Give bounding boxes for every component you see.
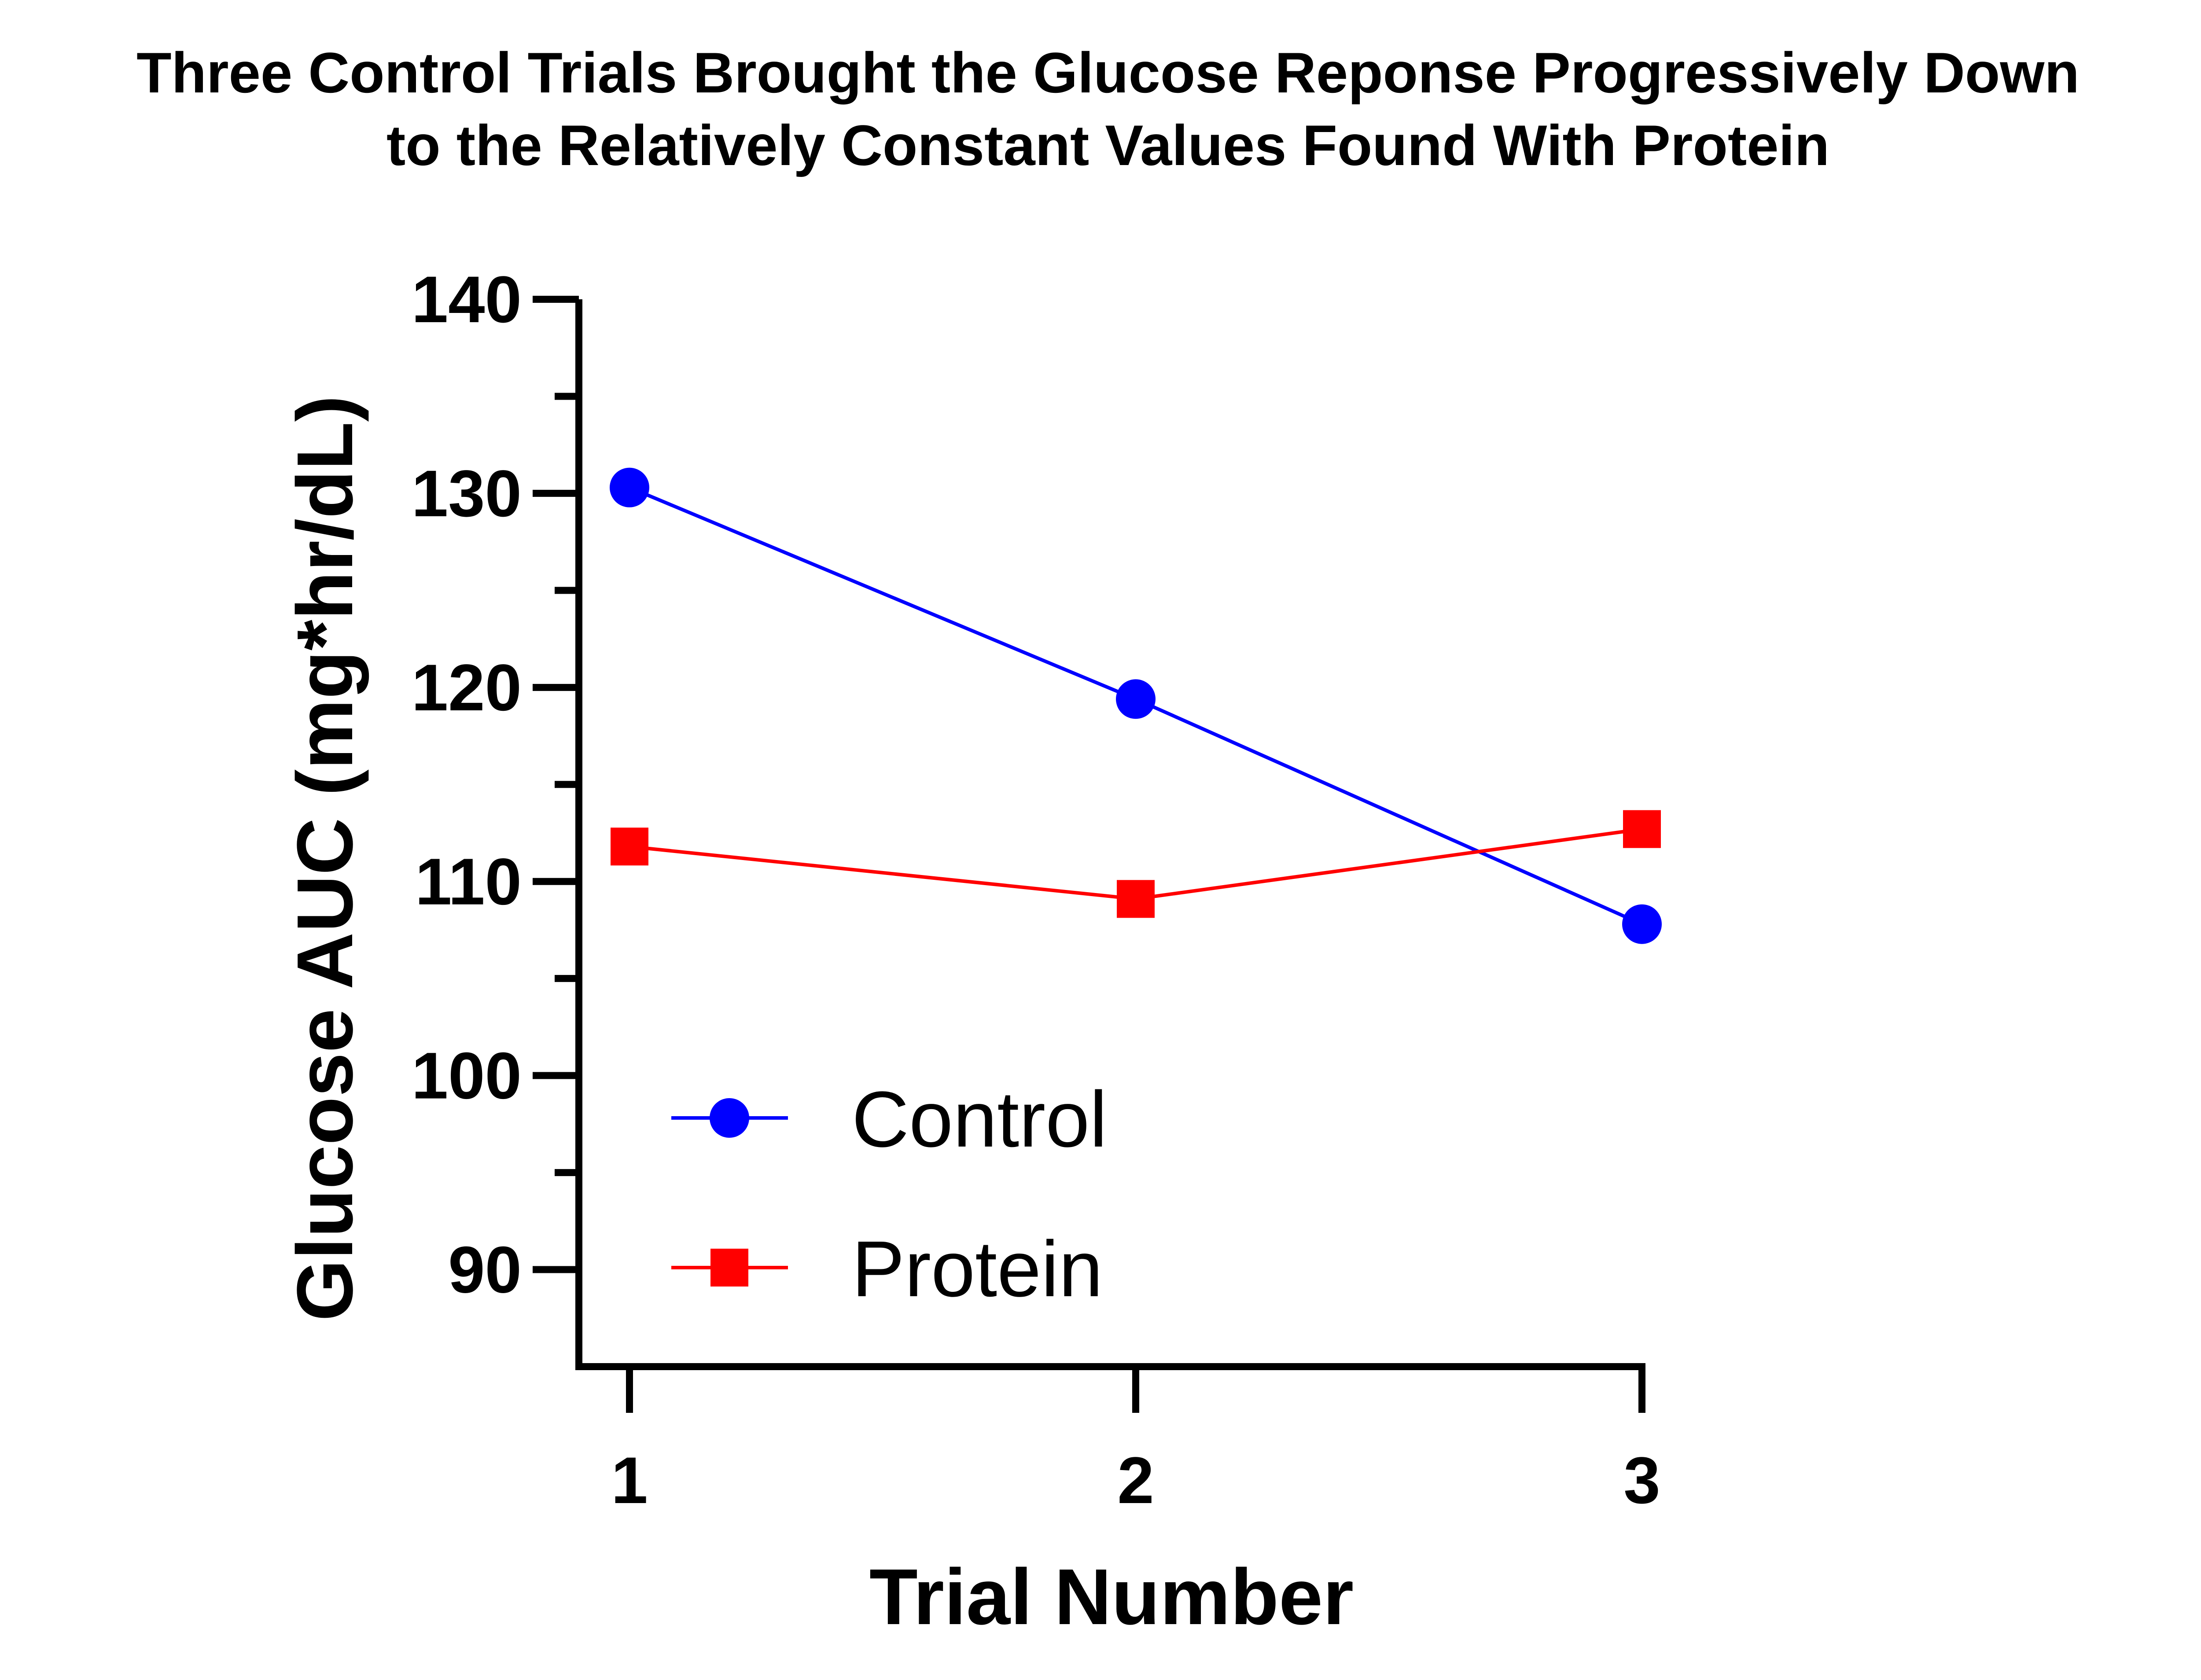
legend-item-protein: Protein bbox=[671, 1225, 1103, 1313]
legend-marker bbox=[710, 1249, 748, 1287]
y-axis-label: Glucose AUC (mg*hr/dL) bbox=[281, 395, 369, 1321]
legend-label: Control bbox=[852, 1075, 1107, 1164]
chart-subtitle: to the Relatively Constant Values Found … bbox=[386, 113, 1829, 177]
y-tick-label: 130 bbox=[412, 456, 522, 530]
x-tick-label: 2 bbox=[1117, 1443, 1154, 1517]
x-tick-label: 3 bbox=[1623, 1443, 1660, 1517]
y-tick-label: 110 bbox=[415, 845, 522, 919]
x-axis-label: Trial Number bbox=[869, 1553, 1354, 1641]
axes: 90 100 110 120 130 140 1 2 3 bbox=[412, 262, 1660, 1517]
y-tick-label: 100 bbox=[412, 1039, 522, 1113]
legend: Control Protein bbox=[671, 1075, 1107, 1313]
series-lines bbox=[610, 467, 1662, 944]
series-protein bbox=[611, 810, 1661, 918]
y-tick-label: 140 bbox=[412, 262, 522, 336]
legend-item-control: Control bbox=[671, 1075, 1107, 1164]
series-control bbox=[610, 467, 1662, 944]
x-tick-label: 1 bbox=[611, 1443, 648, 1517]
data-point bbox=[611, 827, 648, 866]
data-point bbox=[1116, 679, 1156, 719]
data-point bbox=[1117, 880, 1155, 918]
chart-title: Three Control Trials Brought the Glucose… bbox=[136, 40, 2080, 105]
data-point bbox=[610, 467, 649, 507]
y-tick-label: 120 bbox=[412, 651, 522, 724]
y-tick-label: 90 bbox=[448, 1233, 522, 1307]
legend-marker bbox=[710, 1098, 749, 1138]
data-point bbox=[1622, 904, 1662, 944]
legend-label: Protein bbox=[852, 1225, 1103, 1313]
data-point bbox=[1623, 810, 1661, 848]
